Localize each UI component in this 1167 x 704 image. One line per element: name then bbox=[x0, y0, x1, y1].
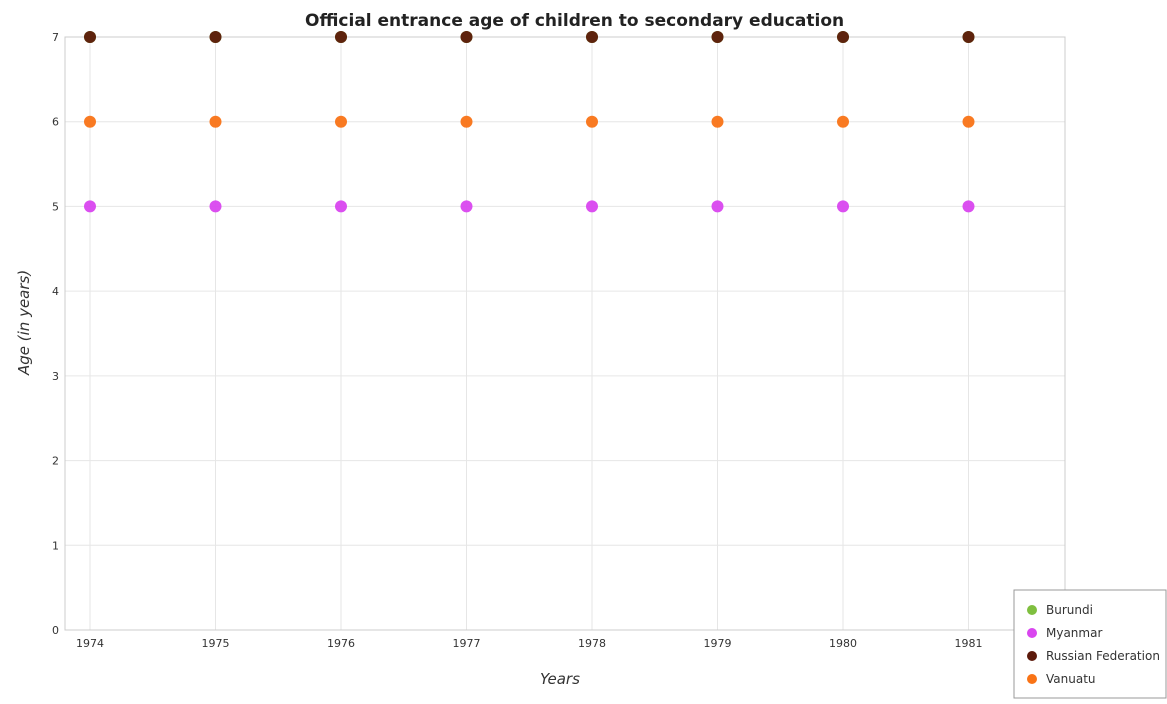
x-tick-label: 1977 bbox=[453, 637, 481, 650]
point-russian-federation bbox=[586, 31, 598, 43]
point-myanmar bbox=[84, 200, 96, 213]
y-tick-label: 1 bbox=[52, 539, 59, 552]
chart-title: Official entrance age of children to sec… bbox=[305, 11, 844, 31]
y-axis-label: Age (in years) bbox=[15, 270, 33, 376]
point-russian-federation bbox=[84, 31, 96, 43]
x-tick-label: 1974 bbox=[76, 637, 104, 650]
legend-label: Burundi bbox=[1046, 603, 1093, 617]
data-points bbox=[84, 31, 975, 213]
grid bbox=[65, 36, 1065, 631]
y-tick-label: 5 bbox=[52, 200, 59, 213]
point-russian-federation bbox=[335, 31, 347, 43]
point-myanmar bbox=[335, 200, 347, 213]
point-russian-federation bbox=[837, 31, 849, 43]
point-russian-federation bbox=[460, 31, 473, 43]
point-vanuatu bbox=[84, 115, 96, 128]
legend-marker bbox=[1027, 628, 1037, 638]
point-vanuatu bbox=[962, 115, 975, 128]
x-tick-label: 1978 bbox=[578, 637, 606, 650]
point-vanuatu bbox=[586, 115, 598, 128]
x-tick-label: 1979 bbox=[704, 637, 732, 650]
legend-label: Myanmar bbox=[1046, 626, 1102, 640]
x-axis-label: Years bbox=[540, 670, 580, 688]
y-tick-label: 2 bbox=[52, 455, 59, 468]
point-russian-federation bbox=[962, 31, 975, 43]
legend: Burundi Myanmar Russian Federation Vanuatu bbox=[1013, 589, 1167, 699]
x-tick-label: 1981 bbox=[955, 637, 983, 650]
x-tick-label: 1975 bbox=[202, 637, 230, 650]
y-tick-label: 0 bbox=[52, 624, 59, 637]
point-myanmar bbox=[837, 200, 849, 213]
point-vanuatu bbox=[209, 115, 222, 128]
y-tick-label: 7 bbox=[52, 31, 59, 44]
x-tick-label: 1980 bbox=[829, 637, 857, 650]
y-tick-label: 6 bbox=[52, 116, 59, 129]
legend-label: Vanuatu bbox=[1046, 672, 1096, 686]
legend-marker bbox=[1027, 605, 1037, 615]
point-myanmar bbox=[460, 200, 473, 213]
y-tick-label: 3 bbox=[52, 370, 59, 383]
point-myanmar bbox=[209, 200, 222, 213]
point-vanuatu bbox=[837, 115, 849, 128]
point-myanmar bbox=[962, 200, 975, 213]
point-russian-federation bbox=[209, 31, 222, 43]
legend-label: Russian Federation bbox=[1046, 649, 1160, 663]
legend-marker bbox=[1027, 674, 1037, 684]
point-myanmar bbox=[586, 200, 598, 213]
plot-area-border bbox=[64, 36, 1066, 631]
ticks: 0 1 2 3 4 5 6 7 1974 1975 1976 1977 1978 1979 1980 1981 bbox=[52, 31, 983, 650]
legend-marker bbox=[1027, 651, 1037, 661]
y-tick-label: 4 bbox=[52, 285, 59, 298]
legend-box bbox=[1013, 589, 1167, 699]
point-vanuatu bbox=[711, 115, 724, 128]
point-vanuatu bbox=[460, 115, 473, 128]
x-tick-label: 1976 bbox=[327, 637, 355, 650]
point-myanmar bbox=[711, 200, 724, 213]
point-vanuatu bbox=[335, 115, 347, 128]
point-russian-federation bbox=[711, 31, 724, 43]
